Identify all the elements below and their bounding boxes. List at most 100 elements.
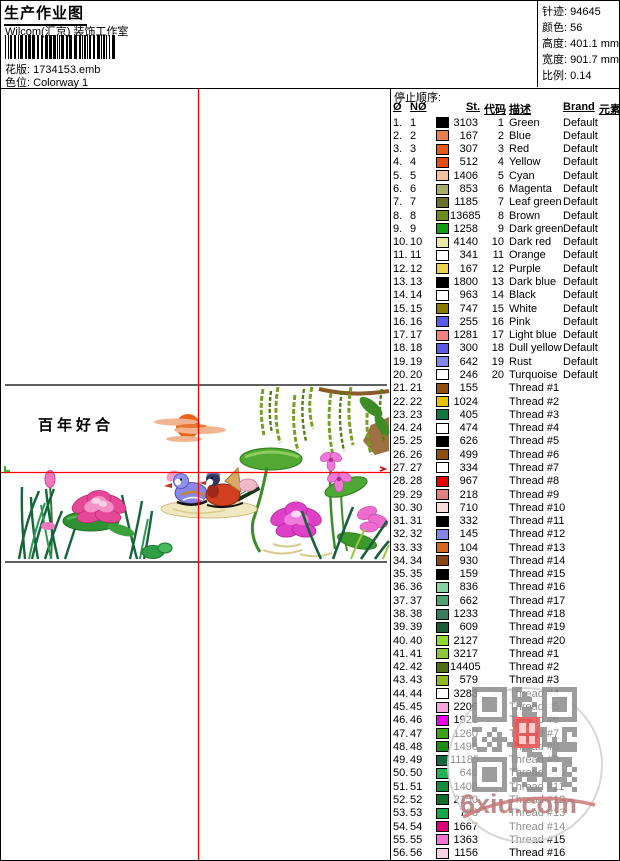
row-number: 52. [393, 793, 409, 806]
needle-number: 49 [410, 754, 423, 767]
stitch-count: 1498 [453, 740, 478, 753]
color-description: Rust [509, 355, 532, 368]
color-sequence-panel: 停止顺序: Ø NØ St. 代码 描述 Brand 元素 1. 1 3103 … [390, 89, 619, 860]
stat-scale: 比例: 0.14 [542, 70, 592, 82]
table-row: 26. 26 499 Thread #6 [393, 448, 617, 461]
end-marker [379, 466, 388, 472]
barcode [5, 35, 115, 59]
color-swatch [436, 210, 449, 222]
needle-number: 10 [410, 236, 423, 249]
color-swatch [436, 183, 449, 195]
row-number: 23. [393, 408, 409, 421]
table-row: 39. 39 609 Thread #19 [393, 621, 617, 634]
stitch-count: 1185 [454, 196, 478, 209]
sun-and-clouds [154, 414, 226, 442]
table-row: 24. 24 474 Thread #4 [393, 421, 617, 434]
row-number: 42. [393, 661, 409, 674]
color-swatch [436, 515, 449, 527]
row-number: 30. [393, 501, 409, 514]
needle-number: 42 [410, 661, 423, 674]
needle-number: 32 [410, 528, 423, 541]
color-swatch [436, 196, 449, 208]
color-description: Red [509, 143, 530, 156]
color-description: Magenta [509, 183, 552, 196]
table-row: 53. 53 798 Thread #13 [393, 807, 617, 820]
color-code: 20 [491, 368, 504, 381]
table-row: 55. 55 1363 Thread #15 [393, 833, 617, 846]
color-code: 12 [491, 262, 504, 275]
thread-brand: Default [563, 355, 598, 368]
color-description: Thread #16 [509, 581, 566, 594]
willow-tree [259, 386, 390, 462]
color-swatch [436, 396, 449, 408]
color-description: Thread #14 [509, 820, 566, 833]
needle-number: 20 [410, 368, 423, 381]
col-header-number: Ø [393, 101, 402, 113]
color-description: Blue [509, 129, 532, 142]
needle-number: 21 [410, 382, 423, 395]
color-description: Dull yellow [509, 342, 562, 355]
table-row: 28. 28 967 Thread #8 [393, 475, 617, 488]
thread-brand: Default [563, 196, 598, 209]
color-swatch [436, 276, 449, 288]
right-grass [300, 506, 390, 560]
needle-number: 5 [410, 169, 417, 182]
color-description: Thread #10 [509, 501, 566, 514]
row-number: 9. [393, 222, 403, 235]
color-description: Thread #13 [509, 541, 566, 554]
table-row: 44. 44 3283 Thread #4 [393, 687, 617, 700]
row-number: 1. [393, 116, 403, 129]
color-description: Thread #9 [509, 754, 560, 767]
thread-brand: Default [563, 315, 598, 328]
color-swatch [436, 674, 449, 686]
color-description: Thread #15 [509, 568, 566, 581]
stitch-count: 2206 [453, 701, 478, 714]
stitch-count: 14405 [450, 661, 481, 674]
color-description: Dark blue [509, 276, 557, 289]
stitch-count: 640 [459, 767, 478, 780]
color-swatch [436, 170, 449, 182]
needle-number: 18 [410, 342, 423, 355]
needle-number: 12 [410, 262, 423, 275]
color-swatch [436, 369, 449, 381]
stitch-count: 255 [459, 315, 478, 328]
row-number: 56. [393, 847, 409, 860]
row-number: 5. [393, 169, 403, 182]
row-number: 35. [393, 568, 409, 581]
table-row: 45. 45 2206 Thread #5 [393, 700, 617, 713]
table-row: 54. 54 1667 Thread #14 [393, 820, 617, 833]
row-number: 14. [393, 289, 409, 302]
color-swatch [436, 236, 449, 248]
stat-height: 高度: 401.1 mm [542, 38, 620, 50]
row-number: 39. [393, 621, 409, 634]
row-number: 38. [393, 608, 409, 621]
color-description: Thread #3 [509, 674, 560, 687]
color-swatch [436, 263, 449, 275]
color-description: Thread #4 [509, 687, 560, 700]
table-row: 35. 35 159 Thread #15 [393, 568, 617, 581]
needle-number: 25 [410, 435, 423, 448]
color-swatch [436, 143, 449, 155]
row-number: 31. [393, 515, 409, 528]
color-swatch [436, 555, 449, 567]
design-caption: 百年好合 [38, 416, 114, 434]
color-swatch [436, 635, 449, 647]
table-row: 12. 12 167 12 Purple Default [393, 262, 617, 275]
stitch-count: 167 [459, 129, 478, 142]
thread-brand: Default [563, 129, 598, 142]
row-number: 16. [393, 315, 409, 328]
color-swatch [436, 621, 449, 633]
table-row: 42. 42 14405 Thread #2 [393, 661, 617, 674]
needle-number: 4 [410, 156, 417, 169]
color-swatch [436, 807, 449, 819]
color-code: 11 [492, 249, 504, 262]
color-description: Thread #4 [509, 422, 560, 435]
color-description: Thread #12 [509, 528, 566, 541]
row-number: 53. [393, 807, 409, 820]
stitch-count: 341 [459, 249, 478, 262]
thread-brand: Default [563, 262, 598, 275]
stitch-count: 474 [459, 422, 478, 435]
needle-number: 9 [410, 222, 417, 235]
needle-number: 2 [410, 129, 417, 142]
stitch-count: 1363 [453, 833, 478, 846]
